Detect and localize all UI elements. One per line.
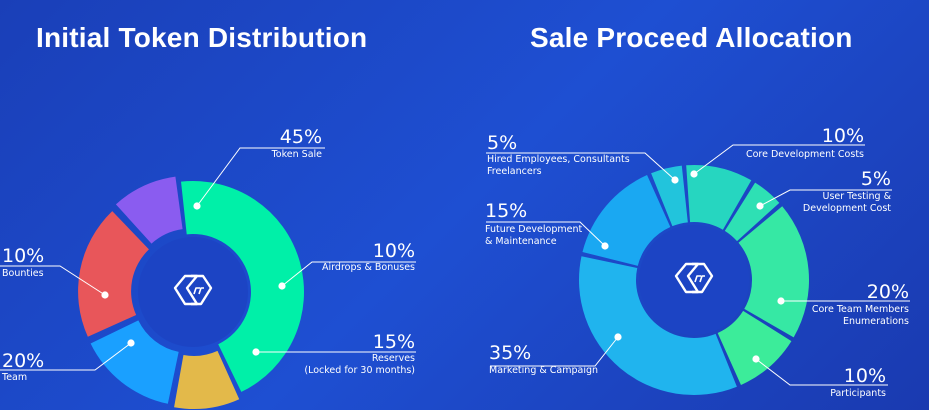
center-hole-2 <box>639 225 749 335</box>
leader-line <box>281 261 416 287</box>
slice-label: & Maintenance <box>485 236 557 247</box>
slice-percent: 10% <box>373 240 415 262</box>
chart-title-initial-token-distribution: Initial Token Distribution <box>36 22 368 53</box>
label-1-4: 20%Team <box>0 339 135 383</box>
leader-line <box>490 336 619 367</box>
leader-line <box>486 221 606 247</box>
leader-dot <box>252 348 260 356</box>
leader-dot <box>601 242 609 250</box>
leader-line <box>486 152 676 181</box>
slice-1-2 <box>174 350 240 409</box>
slice-percent: 35% <box>489 342 531 364</box>
leader-dot <box>690 170 698 178</box>
leader-dot <box>756 202 764 210</box>
slice-2-3 <box>738 206 809 338</box>
leader-line <box>0 265 106 296</box>
leader-line <box>693 144 865 175</box>
slice-1-1 <box>181 181 305 392</box>
leader-line <box>755 358 888 386</box>
leader-line <box>0 342 132 371</box>
leader-dot <box>193 202 201 210</box>
slice-2-1 <box>686 165 752 230</box>
slice-1-3 <box>90 320 179 404</box>
label-1-2: 10%Airdrops & Bonuses <box>278 240 416 290</box>
slice-label: Freelancers <box>487 166 542 177</box>
slice-percent: 10% <box>2 245 44 267</box>
slice-percent: 5% <box>487 132 517 154</box>
slice-label: Team <box>1 372 27 383</box>
slice-percent: 15% <box>485 200 527 222</box>
leader-dot <box>614 333 622 341</box>
slice-2-5 <box>579 256 737 395</box>
label-1-3: 15%Reserves(Locked for 30 months) <box>252 331 416 376</box>
center-hole-1 <box>138 237 248 347</box>
slice-percent: 10% <box>844 365 886 387</box>
slice-label: (Locked for 30 months) <box>304 365 415 376</box>
label-2-6: 15% Future Development& Maintenance <box>485 200 609 250</box>
slice-label: Reserves <box>372 353 415 364</box>
logo-icon <box>173 274 213 306</box>
slice-label: Token Sale <box>271 149 323 160</box>
slice-label: Core Team Members <box>812 304 909 315</box>
slice-percent: 45% <box>280 126 322 148</box>
slice-percent: 10% <box>822 125 864 147</box>
slice-2-2 <box>724 182 780 242</box>
slice-percent: 15% <box>373 331 415 353</box>
slice-percent: 5% <box>861 168 891 190</box>
label-2-7: 5%Hired Employees, ConsultantsFreelancer… <box>486 132 679 184</box>
leader-dot <box>671 176 679 184</box>
slice-label: Participants <box>830 388 886 399</box>
chart-2-group <box>579 165 809 395</box>
chart-1-group <box>78 176 305 409</box>
label-1-5: 10%Bounties <box>0 245 109 299</box>
slice-label: Core Development Costs <box>746 149 864 160</box>
leader-line <box>196 147 325 207</box>
slice-2-7 <box>651 165 688 227</box>
slice-1-5 <box>115 176 183 244</box>
slice-label: Airdrops & Bonuses <box>322 262 415 273</box>
leader-dot <box>278 282 286 290</box>
slice-label: User Testing & <box>823 191 892 202</box>
slice-label: Hired Employees, Consultants <box>487 154 630 165</box>
slice-1-4 <box>78 211 149 337</box>
slice-label: Future Development <box>485 224 583 235</box>
chart-title-sale-proceed-allocation: Sale Proceed Allocation <box>530 22 853 53</box>
logo-icon <box>674 262 714 294</box>
leader-dot <box>777 297 785 305</box>
slice-percent: 20% <box>867 281 909 303</box>
slice-label: Bounties <box>2 268 44 279</box>
label-2-1: 10% Core Development Costs <box>690 125 865 178</box>
label-1-1: 45%Token Sale <box>193 126 325 210</box>
slice-label: Development Cost <box>803 203 891 214</box>
leader-dot <box>127 339 135 347</box>
leader-dot <box>101 291 109 299</box>
leader-dot <box>752 355 760 363</box>
label-2-2: 5%User Testing &Development Cost <box>756 168 892 214</box>
slice-label: Marketing & Campaign <box>489 365 598 376</box>
slice-label: Enumerations <box>843 316 909 327</box>
label-2-4: 10%Participants <box>752 355 888 399</box>
slice-2-4 <box>717 310 792 385</box>
leader-line <box>759 189 892 207</box>
label-2-5: 35%Marketing & Campaign <box>489 333 622 376</box>
slice-percent: 20% <box>2 350 44 372</box>
